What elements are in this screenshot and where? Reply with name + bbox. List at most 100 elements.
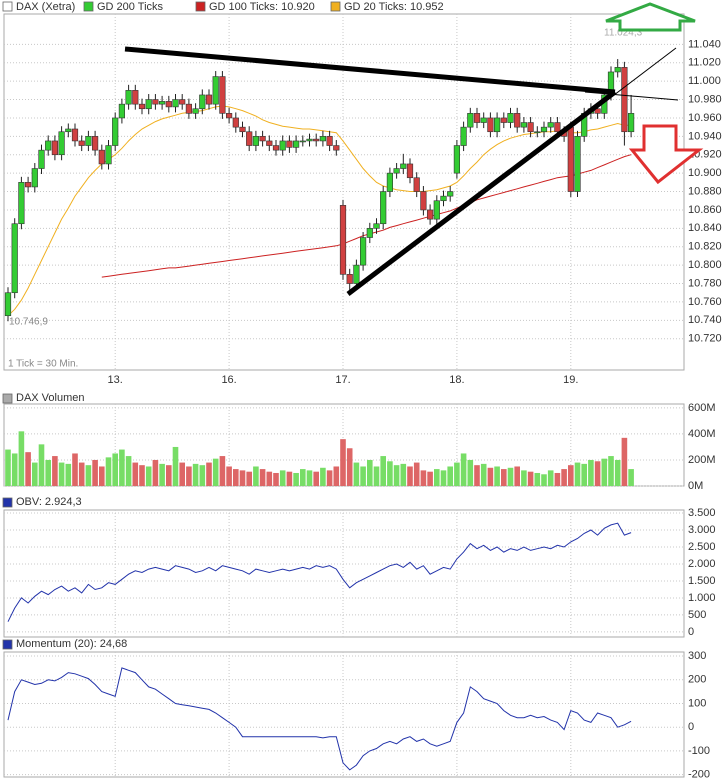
volume-bar bbox=[52, 456, 58, 486]
candle-body bbox=[226, 113, 233, 119]
candle-body bbox=[152, 99, 159, 105]
volume-bar bbox=[353, 462, 360, 486]
volume-bar bbox=[32, 462, 38, 486]
volume-bar bbox=[561, 469, 567, 486]
volume-bar bbox=[514, 466, 520, 486]
high-label: 11.024,3 bbox=[604, 28, 643, 39]
candle-body bbox=[219, 76, 226, 114]
drawn-shape bbox=[346, 90, 617, 296]
candle-body bbox=[333, 145, 340, 151]
y-tick-label: 10.760 bbox=[688, 296, 722, 308]
volume-bar bbox=[233, 469, 239, 486]
volume-bar bbox=[145, 466, 152, 486]
candle-body bbox=[527, 122, 534, 133]
legend-swatch bbox=[195, 1, 206, 12]
panel-title: Momentum (20): 24,68 bbox=[16, 638, 127, 650]
volume-bar bbox=[92, 459, 98, 486]
candle-body bbox=[574, 136, 581, 192]
candle-body bbox=[259, 136, 266, 142]
y-tick-label: 1.500 bbox=[688, 575, 716, 587]
volume-bar bbox=[440, 470, 447, 486]
volume-bar bbox=[434, 469, 440, 486]
candle-body bbox=[165, 101, 172, 108]
volume-bar bbox=[387, 461, 393, 486]
volume-bar bbox=[273, 472, 279, 486]
candle-body bbox=[18, 182, 25, 225]
candle-body bbox=[500, 117, 507, 123]
volume-bar bbox=[568, 465, 574, 486]
volume-bar bbox=[467, 459, 474, 486]
candle-body bbox=[621, 67, 628, 133]
candle-body bbox=[11, 223, 18, 294]
candle-body bbox=[286, 140, 293, 148]
line-series bbox=[7, 105, 632, 317]
volume-bar bbox=[179, 462, 185, 486]
volume-bar bbox=[326, 470, 333, 486]
candle-body bbox=[353, 264, 360, 284]
volume-bar bbox=[380, 456, 386, 486]
candle-body bbox=[31, 168, 38, 188]
y-tick-label: 3.500 bbox=[688, 507, 716, 519]
volume-bar bbox=[393, 465, 400, 486]
y-tick-label: 10.860 bbox=[688, 204, 722, 216]
candle-body bbox=[373, 223, 380, 229]
candle-body bbox=[232, 117, 239, 128]
candle-body bbox=[92, 136, 99, 151]
legend-label: GD 200 Ticks bbox=[97, 1, 164, 13]
candle-body bbox=[185, 103, 193, 114]
legend-swatch bbox=[2, 1, 13, 12]
volume-bar bbox=[413, 462, 420, 486]
y-tick-label: 10.880 bbox=[688, 185, 722, 197]
candle-body bbox=[386, 172, 394, 192]
y-tick-label: 10.940 bbox=[688, 130, 722, 142]
volume-bar bbox=[594, 461, 601, 486]
volume-bar bbox=[313, 471, 319, 486]
volume-bar bbox=[166, 465, 172, 486]
candle-body bbox=[319, 136, 327, 142]
candle-body bbox=[212, 76, 219, 105]
volume-bar bbox=[541, 474, 547, 486]
y-tick-label: 10.900 bbox=[688, 167, 722, 179]
candle-body bbox=[534, 131, 541, 134]
volume-bar bbox=[628, 469, 634, 486]
volume-bar bbox=[320, 467, 326, 486]
volume-bar bbox=[608, 456, 614, 486]
candle-body bbox=[380, 191, 387, 225]
low-label: 10.746,9 bbox=[9, 317, 48, 328]
volume-bar bbox=[65, 463, 72, 486]
candle-body bbox=[547, 122, 554, 128]
candle-body bbox=[132, 90, 139, 105]
volume-bar bbox=[574, 462, 581, 486]
y-tick-label: 300 bbox=[688, 650, 706, 662]
volume-bar bbox=[521, 470, 527, 486]
volume-bar bbox=[306, 470, 313, 486]
drawn-shape bbox=[559, 47, 677, 137]
volume-bar bbox=[159, 463, 165, 486]
candle-body bbox=[98, 149, 105, 165]
volume-bar bbox=[427, 471, 433, 486]
candle-body bbox=[487, 117, 494, 133]
candle-body bbox=[507, 113, 514, 123]
candle-body bbox=[246, 131, 253, 146]
candle-body bbox=[306, 138, 313, 142]
volume-bar bbox=[132, 462, 139, 486]
candle-body bbox=[179, 99, 186, 105]
volume-bar bbox=[105, 457, 112, 486]
candle-body bbox=[473, 113, 481, 123]
volume-bar bbox=[78, 462, 85, 486]
candle-body bbox=[420, 191, 427, 211]
y-tick-label: 200M bbox=[688, 454, 716, 466]
candle-body bbox=[292, 140, 300, 148]
candle-body bbox=[58, 131, 65, 156]
volume-bar bbox=[293, 472, 299, 486]
volume-bar bbox=[239, 470, 246, 486]
volume-bar bbox=[38, 444, 45, 486]
candle-body bbox=[172, 99, 179, 108]
y-tick-label: 11.000 bbox=[688, 75, 721, 87]
volume-bar bbox=[192, 463, 199, 486]
candle-body bbox=[71, 128, 79, 142]
y-tick-label: -200 bbox=[688, 769, 710, 781]
panel-frame bbox=[3, 509, 685, 638]
volume-bar bbox=[206, 462, 212, 486]
